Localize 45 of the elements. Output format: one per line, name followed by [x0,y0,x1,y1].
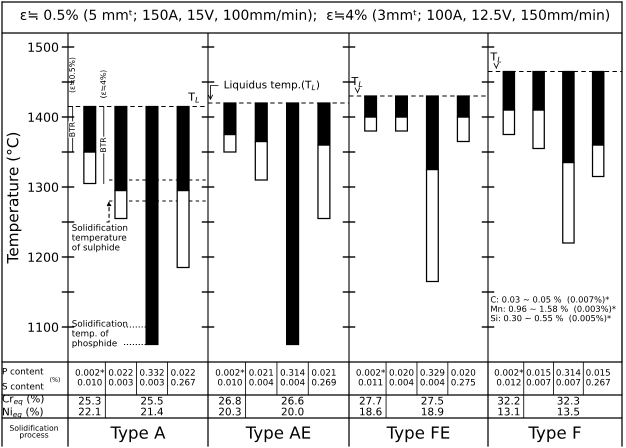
y-axis-title: Temperature (°C) [6,132,22,264]
x-tick-label: 0.022 0.003 [108,369,133,386]
text: P content [2,368,44,375]
text: ε≒ 0.5% (5 mmᵗ; 150A, 15V, 100mm/min); ε≒4% (3mmᵗ; 100A, 12.5V, 150mm/min) [20,9,610,22]
text: 27.7 18.6 [360,396,382,416]
x-tick-label: 0.329 0.004 [420,369,444,386]
x-tick-label: 0.021 0.004 [249,369,274,386]
x-tick-label: 0.002* 0.011 [356,369,386,386]
ref-line-label: T$_{L}$ [490,52,502,62]
x-tick-label: 0.022 0.267 [171,369,195,386]
x-tick-label: 0.332 0.003 [140,369,164,386]
y-tick-label: 1300 [28,182,58,192]
legend-label: Liquidus temp.(T$_{L}$) [224,80,320,91]
text: 26.6 20.0 [282,396,304,416]
x-tick-label: 0.314 0.007 [556,369,580,386]
y-tick-label: 1100 [28,322,58,332]
text: 25.5 21.4 [141,396,164,416]
text: 32.2 13.1 [498,396,520,416]
x-axis-title: Type AE [246,426,310,442]
text: 25.3 22.1 [78,396,101,416]
x-tick-label: 0.015 0.267 [586,369,610,386]
y-tick-label: 1200 [28,252,58,262]
x-axis-title: Type FE [386,426,450,442]
x-tick-label: 0.314 0.004 [280,369,305,386]
ref-line-label: T$_{L}$ [188,92,199,102]
x-tick-label: 0.002* 0.010 [76,369,104,386]
ref-line-label: T$_{L}$ [351,76,362,87]
text: S content [2,382,44,390]
x-axis-title: Type F [528,426,581,442]
y-tick-label: 1400 [28,112,58,122]
y-tick-label: 1500 [28,42,58,52]
ref-line-label: Solidification temp. of phosphide [72,320,128,348]
x-tick-label: 0.020 0.275 [451,369,476,386]
x-tick-label: 0.002* 0.010 [216,369,244,386]
text: Ni$_{eq}$ (%) [3,407,43,419]
legend-label: Solidification temperature of sulphide [72,224,128,252]
text: 32.3 13.5 [558,396,580,416]
text: 26.8 20.3 [219,396,241,416]
x-tick-label: 0.002* 0.012 [494,369,524,386]
x-tick-label: 0.020 0.004 [390,369,414,386]
x-tick-label: 0.015 0.007 [526,369,550,386]
x-axis-title: Type A [110,426,166,442]
text: 27.5 18.9 [422,396,444,416]
x-tick-label: 0.021 0.269 [312,369,336,386]
annotation: C: 0.03 ~ 0.05 % (0.007%)* Mn: 0.96 ~ 1.58 % (0.003%)* Si: 0.30 ~ 0.55 % (0.005%)* [490,296,616,322]
